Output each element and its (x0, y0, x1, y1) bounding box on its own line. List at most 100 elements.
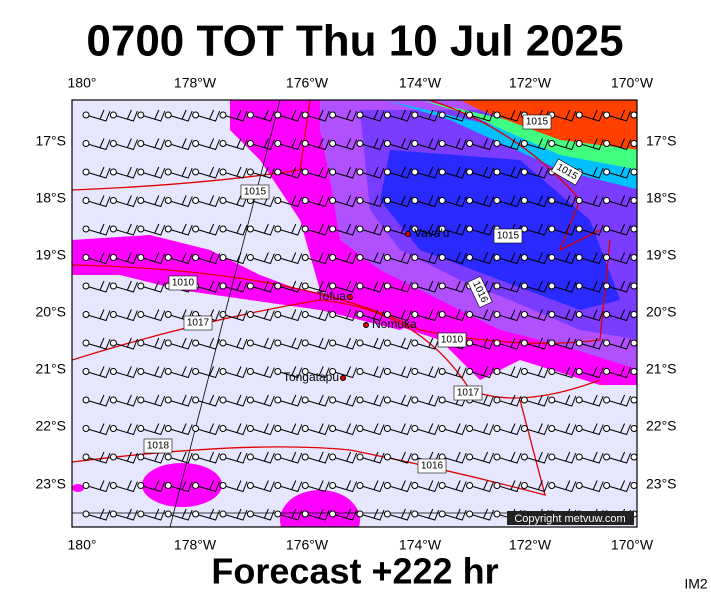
station (603, 339, 611, 347)
station (493, 425, 501, 432)
station (520, 453, 528, 461)
station (548, 396, 556, 404)
wind-barb (606, 451, 632, 464)
station (219, 453, 227, 461)
station (82, 111, 90, 119)
wind-barb (305, 223, 330, 236)
station (329, 111, 337, 119)
title: 0700 TOT Thu 10 Jul 2025 (86, 17, 623, 66)
station (603, 197, 611, 204)
wind-barb (85, 366, 111, 379)
station (575, 396, 583, 404)
wind-barb (140, 252, 166, 265)
wind-barb (606, 195, 632, 208)
station (383, 339, 391, 347)
wind-barb (442, 109, 467, 122)
wind-barb (551, 480, 577, 493)
station (219, 282, 227, 290)
station (109, 425, 117, 432)
wind-barb (469, 166, 495, 179)
wind-barb (606, 366, 632, 379)
station (548, 140, 556, 147)
lon-label: 170°W (611, 537, 654, 553)
station (356, 197, 364, 204)
station (466, 225, 474, 233)
station (301, 339, 309, 347)
wind-barb (496, 195, 522, 208)
station (274, 140, 282, 147)
wind-barb (606, 109, 632, 122)
wind-barb (277, 423, 303, 436)
wind-barb (524, 423, 549, 436)
station (356, 510, 364, 518)
station (246, 425, 254, 432)
wind-barb (469, 423, 495, 436)
wind-barb (168, 423, 193, 436)
station (109, 396, 117, 404)
wind-barb (140, 423, 166, 436)
wind-barb (305, 280, 330, 293)
wind-barb (551, 138, 577, 151)
station (411, 510, 419, 518)
station (438, 197, 446, 204)
wind-barb (579, 309, 604, 322)
station (274, 282, 282, 290)
wind-barb (250, 366, 275, 379)
station (356, 111, 364, 119)
station (575, 282, 583, 290)
wind-barb (359, 166, 385, 179)
station (548, 453, 556, 461)
station (82, 453, 90, 461)
wind-barb (85, 280, 111, 293)
station (164, 311, 172, 318)
station (520, 482, 528, 489)
wind-barb (469, 366, 495, 379)
lat-label: 20°S (35, 304, 66, 320)
wind-barb (195, 337, 221, 350)
station (137, 140, 145, 147)
wind-barb (277, 223, 303, 236)
station (246, 111, 254, 119)
station (219, 140, 227, 147)
wind-barb (551, 109, 577, 122)
wind-barb (579, 366, 604, 379)
station (603, 254, 611, 261)
forecast-label: Forecast +222 hr (211, 551, 498, 592)
station (411, 453, 419, 461)
station (274, 254, 282, 261)
station (329, 396, 337, 404)
wind-barb (168, 480, 193, 493)
station (219, 197, 227, 204)
wind-barb (551, 280, 577, 293)
wind-barb (442, 223, 467, 236)
station (301, 453, 309, 461)
station (137, 425, 145, 432)
wind-barb (250, 109, 275, 122)
station (109, 453, 117, 461)
wind-barb (140, 138, 166, 151)
station (109, 368, 117, 375)
station (630, 339, 637, 347)
station (301, 510, 309, 518)
station (575, 482, 583, 489)
station (109, 168, 117, 176)
wind-barb (414, 223, 440, 236)
wind-barb (222, 423, 248, 436)
wind-barb (469, 138, 495, 151)
wind-barb (414, 166, 440, 179)
map-field (72, 100, 637, 527)
wind-barb (332, 138, 358, 151)
wind-barb (469, 223, 495, 236)
station (82, 510, 90, 518)
wind-barb (85, 394, 111, 407)
wind-barb (442, 138, 467, 151)
wind-barb (140, 394, 166, 407)
wind-barb (113, 337, 138, 350)
station (383, 396, 391, 404)
wind-barb (387, 366, 412, 379)
wind-barb (442, 252, 467, 265)
wind-barb (277, 508, 303, 521)
station (219, 225, 227, 233)
wind-barb (195, 166, 221, 179)
station (575, 368, 583, 375)
